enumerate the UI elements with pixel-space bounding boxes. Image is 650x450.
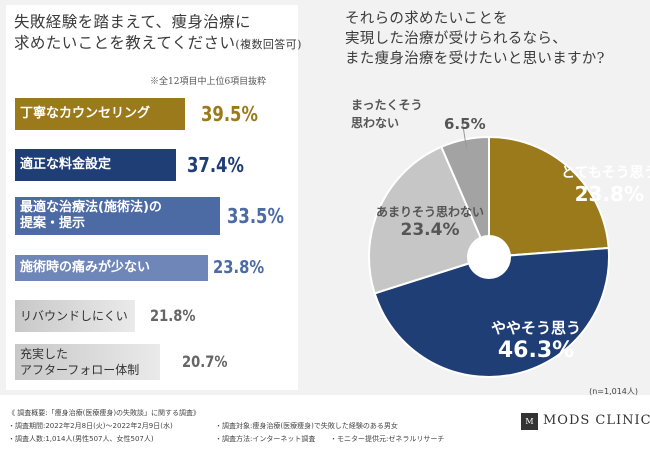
leader-line [462,117,468,150]
bar-category-label: 充実したアフターフォロー体制 [20,346,139,378]
bar-category-line: 提案・提示 [20,216,86,231]
donut-svg [368,117,610,378]
left-title-line-2-small: (複数回答可) [235,38,302,51]
left-title-line-1: 失敗経験を踏まえて、痩身治療に [14,13,251,31]
logo-mark: M [521,413,538,430]
donut-value-label: 46.3% [497,338,575,363]
bar-row: 適正な料金設定 37.4% [15,149,295,181]
donut-label: ややそう思う 46.3% [491,317,581,363]
bar-value-label: 39.5% [201,102,258,126]
bar-category-line: 最適な治療法(施術法)の [20,200,162,215]
bar-value-label: 33.5% [227,204,284,228]
bar [15,98,185,130]
bar-category-line: 施術時の痛みが少ない [20,260,151,275]
bar [15,197,220,235]
footer-item-provider: ・モニター提供元:ゼネラルリサーチ [330,435,445,443]
donut-value-label: 6.5% [444,115,486,133]
bar-category-line: 丁寧なカウンセリング [20,106,151,121]
bar-row: リバウンドしにくい 21.8% [15,300,295,332]
bar-category-line: アフターフォロー体制 [20,363,140,377]
left-title-line-2: 求めたいことを教えてください(複数回答可) [14,33,304,55]
bar-value-label: 23.8% [213,257,265,279]
left-chart-title: 失敗経験を踏まえて、痩身治療に 求めたいことを教えてください(複数回答可) [14,12,304,55]
donut-category-label: とてもそう思う [561,165,650,181]
footer-item-count: ・調査人数:1,014人(男性507人、女性507人) [8,435,154,443]
left-title-line-2-main: 求めたいことを教えてください [14,34,236,52]
bar-value-label: 20.7% [182,352,228,372]
bar-category-label: 適正な料金設定 [20,157,111,173]
bar [15,255,208,281]
clinic-logo: M MODS CLINIC [521,412,650,432]
right-title-line-2: 実現した治療が受けられるなら、 [345,31,567,47]
bar-row: 丁寧なカウンセリング 39.5% [15,98,295,130]
bar [15,300,135,332]
bar-category-label: リバウンドしにくい [20,308,128,324]
bar [15,149,176,181]
donut-category-label: まったくそう思わない [351,98,423,130]
selection-note: ※全12項目中上位6項目抜粋 [150,77,267,87]
donut-label: とてもそう思う 23.8% [561,162,650,206]
survey-footer: 《 調査概要:「痩身治療(医療痩身)の失敗談」に関する調査》 ・調査期間:202… [0,398,650,450]
bar-row: 充実したアフターフォロー体制 20.7% [15,344,295,380]
right-chart-title: それらの求めたいことを 実現した治療が受けられるなら、 また痩身治療を受けたいと… [345,9,645,69]
donut-value-label: 23.4% [400,220,460,240]
footer-heading: 《 調査概要:「痩身治療(医療痩身)の失敗談」に関する調査》 [8,409,201,417]
bar [15,344,160,380]
bar-category-label: 最適な治療法(施術法)の 提案・提示 [20,200,162,232]
footer-item-target: ・調査対象:痩身治療(医療痩身)で失敗した経験のある男女 [215,422,398,430]
logo-text: MODS CLINIC [543,413,650,428]
donut-category-label: あまりそう思わない [376,205,485,219]
bar-category-line: 充実した [20,347,69,361]
bar-category-line: 適正な料金設定 [20,157,112,172]
right-title-line-3: また痩身治療を受けたいと思いますか? [345,51,605,67]
bar-value-label: 37.4% [187,153,244,177]
donut-label: あまりそう思わない 23.4% [376,203,484,240]
bar-value-label: 21.8% [150,306,196,326]
footer-item-method: ・調査方法:インターネット調査 [215,435,316,443]
footer-item-period: ・調査期間:2022年2月8日(火)〜2022年2月9日(水) [8,422,173,430]
donut-slice [488,135,610,259]
right-title-line-1: それらの求めたいことを [345,11,508,27]
bar-category-line: リバウンドしにくい [20,309,128,323]
donut-value-label: 23.8% [574,182,644,206]
donut-slice [368,145,491,295]
bar-category-label: 施術時の痛みが少ない [20,260,150,276]
donut-chart: とてもそう思う 23.8% ややそう思う 46.3% あまりそう思わない 23.4% まった… [351,98,650,390]
donut-category-label: ややそう思う [491,319,582,337]
donut-slice [373,246,610,378]
bar-row: 最適な治療法(施術法)の 提案・提示 33.5% [15,197,295,235]
bar-category-label: 丁寧なカウンセリング [20,106,150,122]
sample-size-note: (n=1,014人) [589,387,638,396]
bar-row: 施術時の痛みが少ない 23.8% [15,255,295,281]
donut-hole [467,235,511,279]
donut-label: まったくそう思わない 6.5% [351,96,486,133]
